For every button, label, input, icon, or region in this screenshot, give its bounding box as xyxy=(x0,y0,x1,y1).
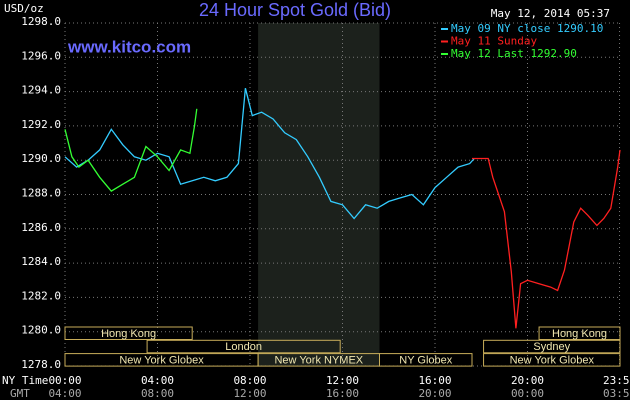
x2-tick-label: 16:00 xyxy=(326,387,359,400)
x-tick-label: 23:59 xyxy=(603,374,630,387)
timestamp: May 12, 2014 05:37 xyxy=(491,7,610,20)
y-tick-label: 1282.0 xyxy=(21,289,61,302)
x-tick-label: 12:00 xyxy=(326,374,359,387)
session-label: Sydney xyxy=(533,341,570,353)
x-tick-label: 04:00 xyxy=(141,374,174,387)
y-axis-label: USD/oz xyxy=(4,2,44,15)
session-box xyxy=(483,353,621,367)
y-tick-label: 1284.0 xyxy=(21,255,61,268)
x-tick-label: 20:00 xyxy=(511,374,544,387)
session-box xyxy=(64,326,193,340)
shaded-band xyxy=(258,23,380,366)
session-label: London xyxy=(225,341,262,353)
price-line xyxy=(64,108,198,192)
x2-tick-label: 03:59 xyxy=(603,387,630,400)
y-tick-label: 1286.0 xyxy=(21,221,61,234)
legend-label: May 12 Last 1292.90 xyxy=(451,47,577,60)
x-tick-label: 16:00 xyxy=(418,374,451,387)
session-label: Hong Kong xyxy=(101,328,156,340)
site-link: www.kitco.com xyxy=(67,37,191,56)
y-tick-label: 1290.0 xyxy=(21,152,61,165)
y-tick-label: 1288.0 xyxy=(21,187,61,200)
session-label: New York Globex xyxy=(510,355,595,367)
x-tick-label: 00:00 xyxy=(48,374,81,387)
y-tick-label: 1296.0 xyxy=(21,49,61,62)
session-box xyxy=(483,339,621,354)
y-tick-label: 1298.0 xyxy=(21,15,61,28)
session-label: NY Globex xyxy=(399,355,452,367)
x2-tick-label: 12:00 xyxy=(233,387,266,400)
x2-tick-label: 20:00 xyxy=(418,387,451,400)
price-line xyxy=(64,88,475,220)
session-label: New York NYMEX xyxy=(274,355,363,367)
x2-axis-label: GMT xyxy=(10,387,30,400)
x-axis-label: NY Time xyxy=(2,374,48,387)
x2-tick-label: 04:00 xyxy=(48,387,81,400)
y-tick-label: 1280.0 xyxy=(21,324,61,337)
session-label: New York Globex xyxy=(119,355,204,367)
session-box xyxy=(538,326,621,340)
y-tick-label: 1292.0 xyxy=(21,118,61,131)
x2-tick-label: 00:00 xyxy=(511,387,544,400)
legend-label: May 11 Sunday xyxy=(451,35,537,48)
chart-title: 24 Hour Spot Gold (Bid) xyxy=(199,0,391,20)
session-box xyxy=(379,353,473,367)
y-tick-label: 1278.0 xyxy=(21,358,61,371)
x2-tick-label: 08:00 xyxy=(141,387,174,400)
y-tick-label: 1294.0 xyxy=(21,84,61,97)
session-label: Hong Kong xyxy=(552,328,607,340)
legend-label: May 09 NY close 1290.10 xyxy=(451,22,603,35)
session-box xyxy=(146,339,341,354)
price-line xyxy=(472,149,621,329)
x-tick-label: 08:00 xyxy=(233,374,266,387)
